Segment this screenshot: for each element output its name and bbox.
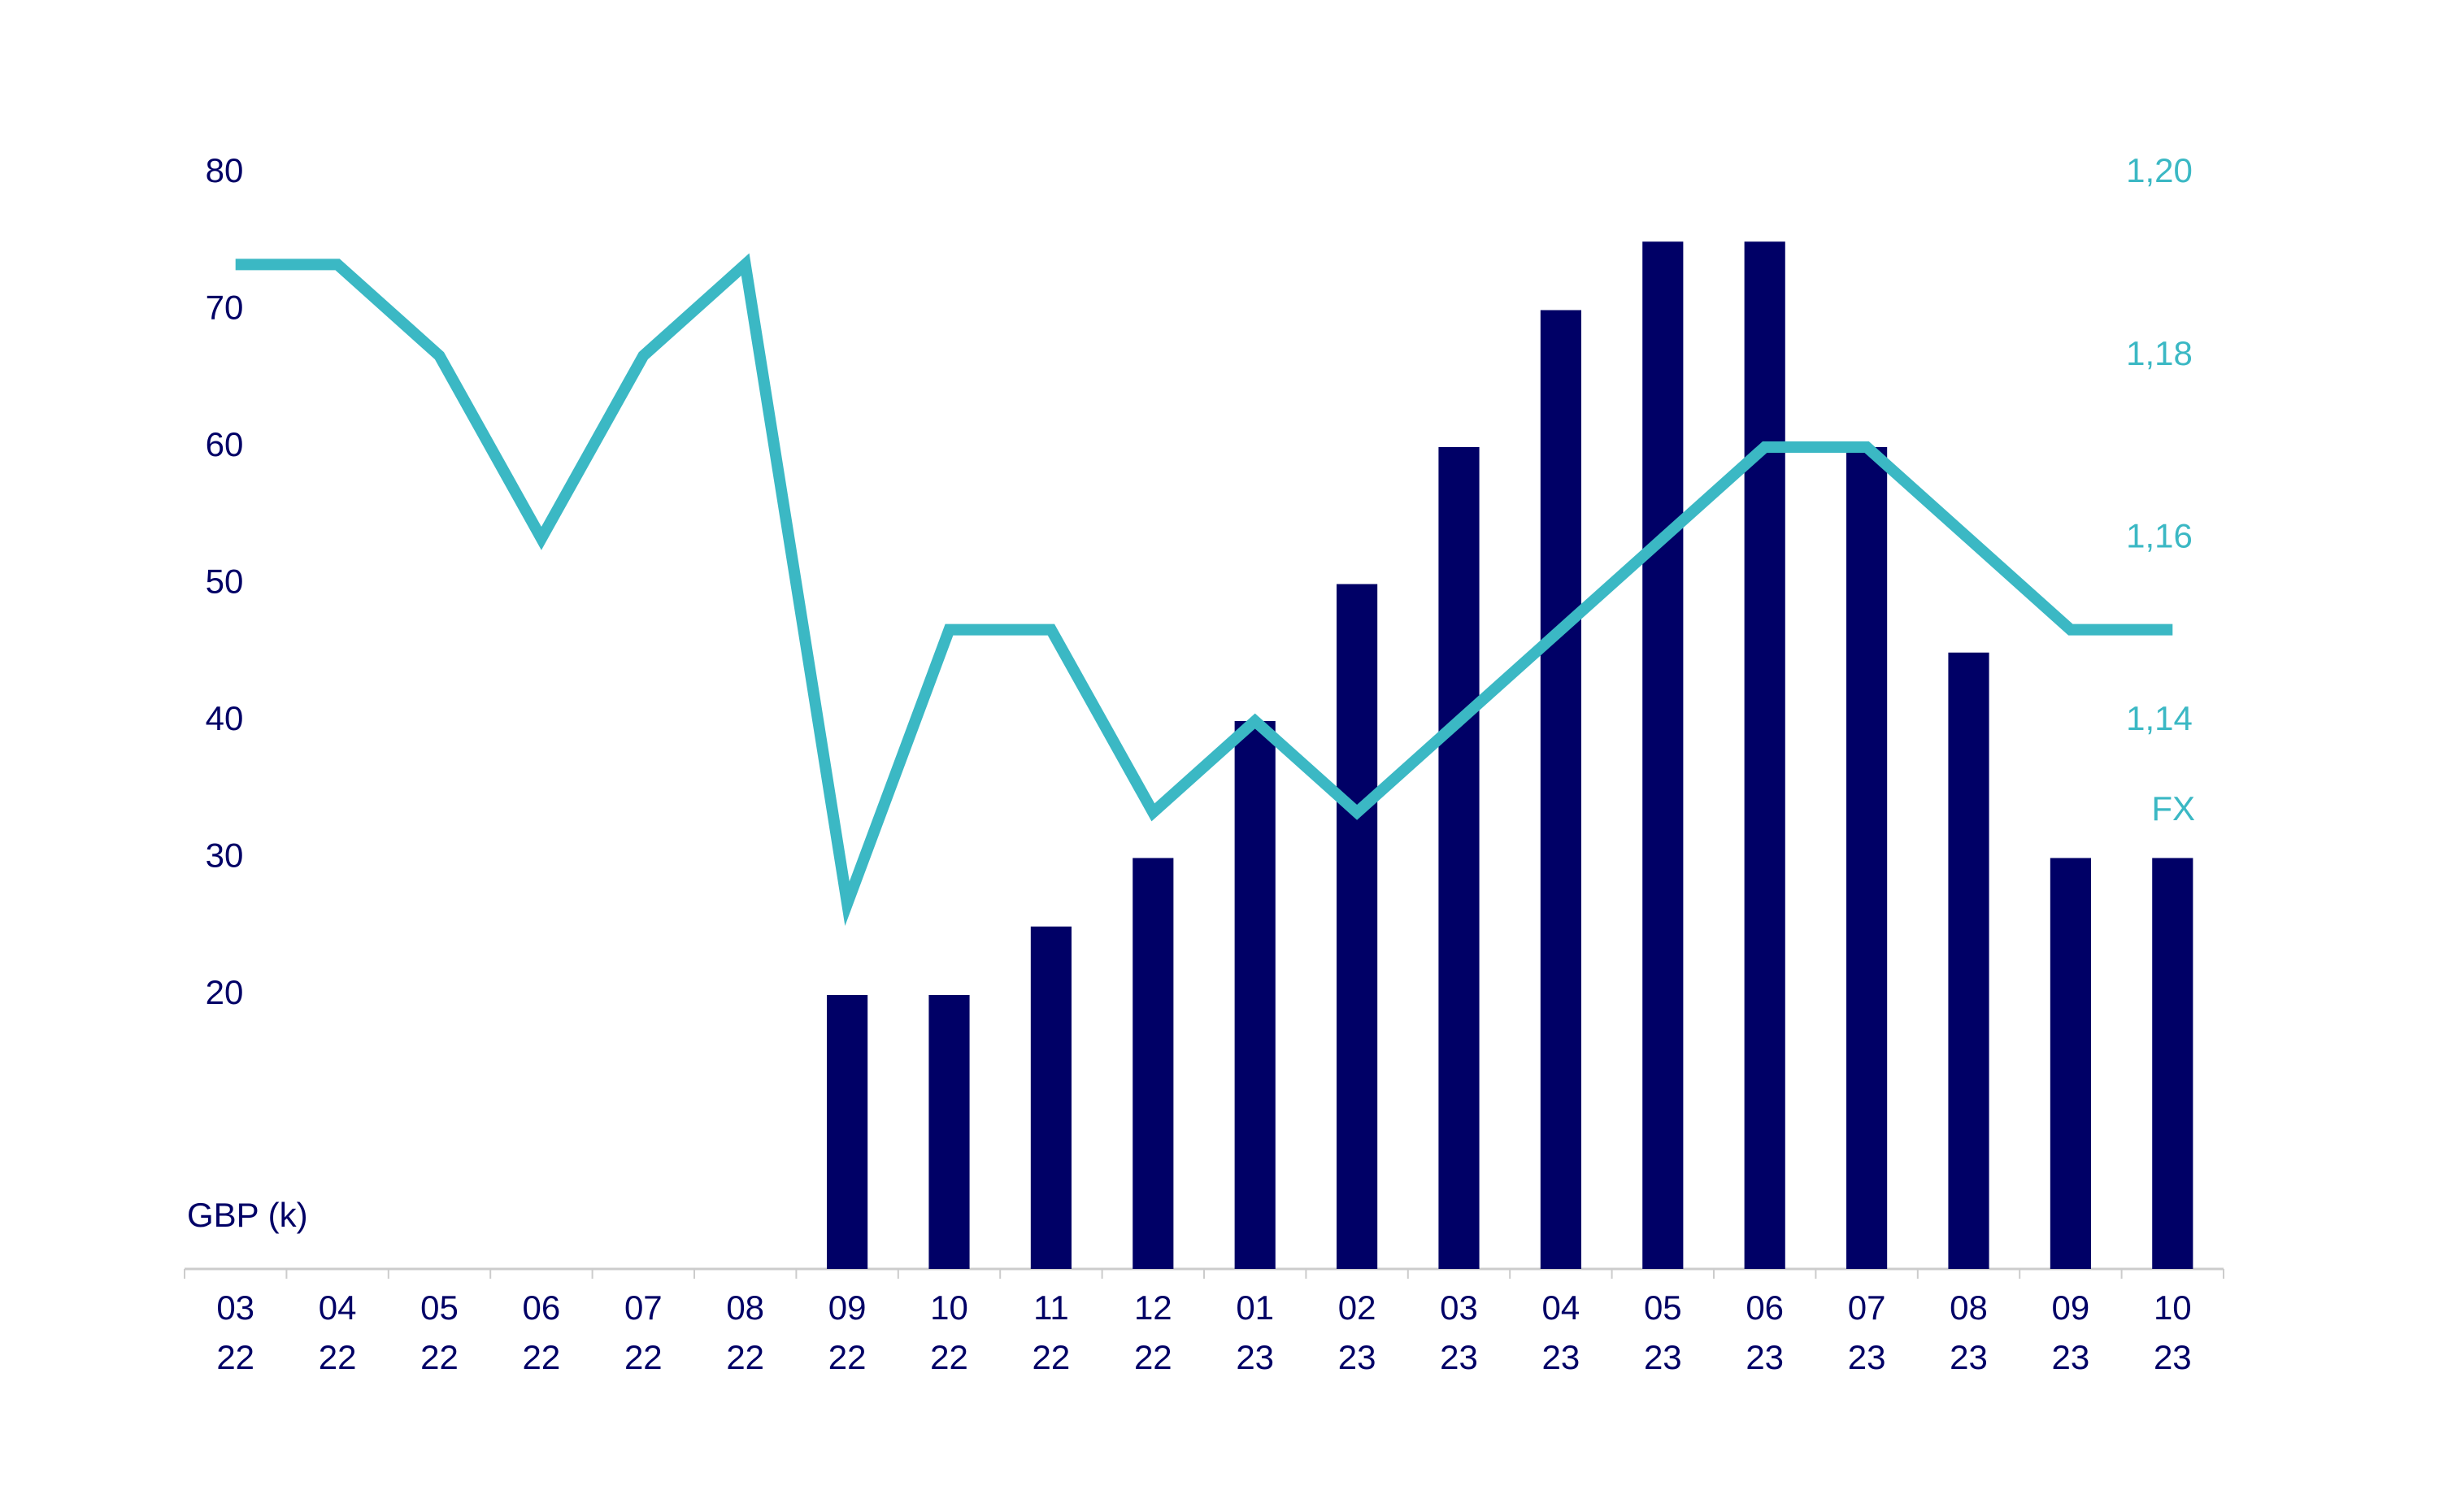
x-tick-label: 03 (216, 1288, 254, 1327)
x-tick-label: 10 (2154, 1288, 2192, 1327)
bar (1846, 447, 1888, 1269)
y-tick-label: 50 (206, 563, 244, 601)
bar (2152, 858, 2193, 1269)
bar (1438, 447, 1480, 1269)
bar (928, 995, 970, 1269)
bar (1133, 858, 1174, 1269)
x-tick-label: 12 (1134, 1288, 1172, 1327)
x-tick-label: 06 (523, 1288, 561, 1327)
bar (827, 995, 868, 1269)
y-tick-label: 70 (206, 289, 244, 327)
y2-tick-label: 1,20 (2126, 151, 2193, 189)
x-tick-label: 22 (1134, 1338, 1172, 1376)
y2-axis-label: FX (2151, 789, 2195, 828)
y-tick-label: 20 (206, 973, 244, 1011)
x-tick-label: 05 (420, 1288, 459, 1327)
x-tick-label: 08 (726, 1288, 764, 1327)
x-tick-label: 03 (1440, 1288, 1478, 1327)
x-tick-label: 23 (1848, 1338, 1886, 1376)
x-tick-label: 22 (319, 1338, 357, 1376)
x-tick-label: 04 (319, 1288, 357, 1327)
x-tick-label: 23 (1746, 1338, 1784, 1376)
x-tick-label: 23 (1440, 1338, 1478, 1376)
x-tick-label: 06 (1746, 1288, 1784, 1327)
x-tick-label: 23 (1542, 1338, 1580, 1376)
x-tick-label: 02 (1338, 1288, 1376, 1327)
x-tick-label: 22 (523, 1338, 561, 1376)
bar (2050, 858, 2091, 1269)
x-tick-label: 22 (624, 1338, 663, 1376)
x-tick-label: 22 (1033, 1338, 1071, 1376)
x-tick-label: 05 (1644, 1288, 1682, 1327)
y-axis-label: GBP (k) (187, 1196, 308, 1234)
y2-tick-label: 1,14 (2126, 699, 2193, 737)
x-tick-label: 22 (930, 1338, 968, 1376)
bar (1234, 721, 1276, 1269)
bar (1948, 652, 1989, 1269)
y-tick-label: 30 (206, 836, 244, 875)
bar (1540, 310, 1581, 1269)
x-tick-label: 04 (1542, 1288, 1580, 1327)
bar (1744, 241, 1785, 1269)
x-tick-label: 09 (2052, 1288, 2090, 1327)
x-tick-label: 23 (1644, 1338, 1682, 1376)
y2-tick-label: 1,16 (2126, 516, 2193, 554)
y-tick-label: 80 (206, 151, 244, 189)
bar (1337, 584, 1378, 1269)
x-tick-label: 23 (1950, 1338, 1988, 1376)
x-tick-label: 07 (624, 1288, 663, 1327)
x-tick-label: 08 (1950, 1288, 1988, 1327)
x-tick-label: 22 (216, 1338, 254, 1376)
bar (1642, 241, 1684, 1269)
x-tick-label: 22 (828, 1338, 867, 1376)
x-tick-label: 22 (420, 1338, 459, 1376)
fx-line (235, 253, 2173, 927)
y-tick-label: 40 (206, 699, 244, 737)
x-tick-label: 09 (828, 1288, 867, 1327)
x-tick-label: 23 (2052, 1338, 2090, 1376)
x-tick-label: 11 (1033, 1288, 1069, 1327)
x-tick-label: 22 (726, 1338, 764, 1376)
x-tick-label: 10 (930, 1288, 968, 1327)
x-tick-label: 23 (1236, 1338, 1274, 1376)
bar (1030, 926, 1072, 1269)
x-tick-label: 07 (1848, 1288, 1886, 1327)
x-tick-label: 01 (1236, 1288, 1274, 1327)
x-tick-label: 23 (2154, 1338, 2192, 1376)
y2-tick-label: 1,18 (2126, 334, 2193, 372)
y-tick-label: 60 (206, 425, 244, 463)
x-tick-label: 23 (1338, 1338, 1376, 1376)
